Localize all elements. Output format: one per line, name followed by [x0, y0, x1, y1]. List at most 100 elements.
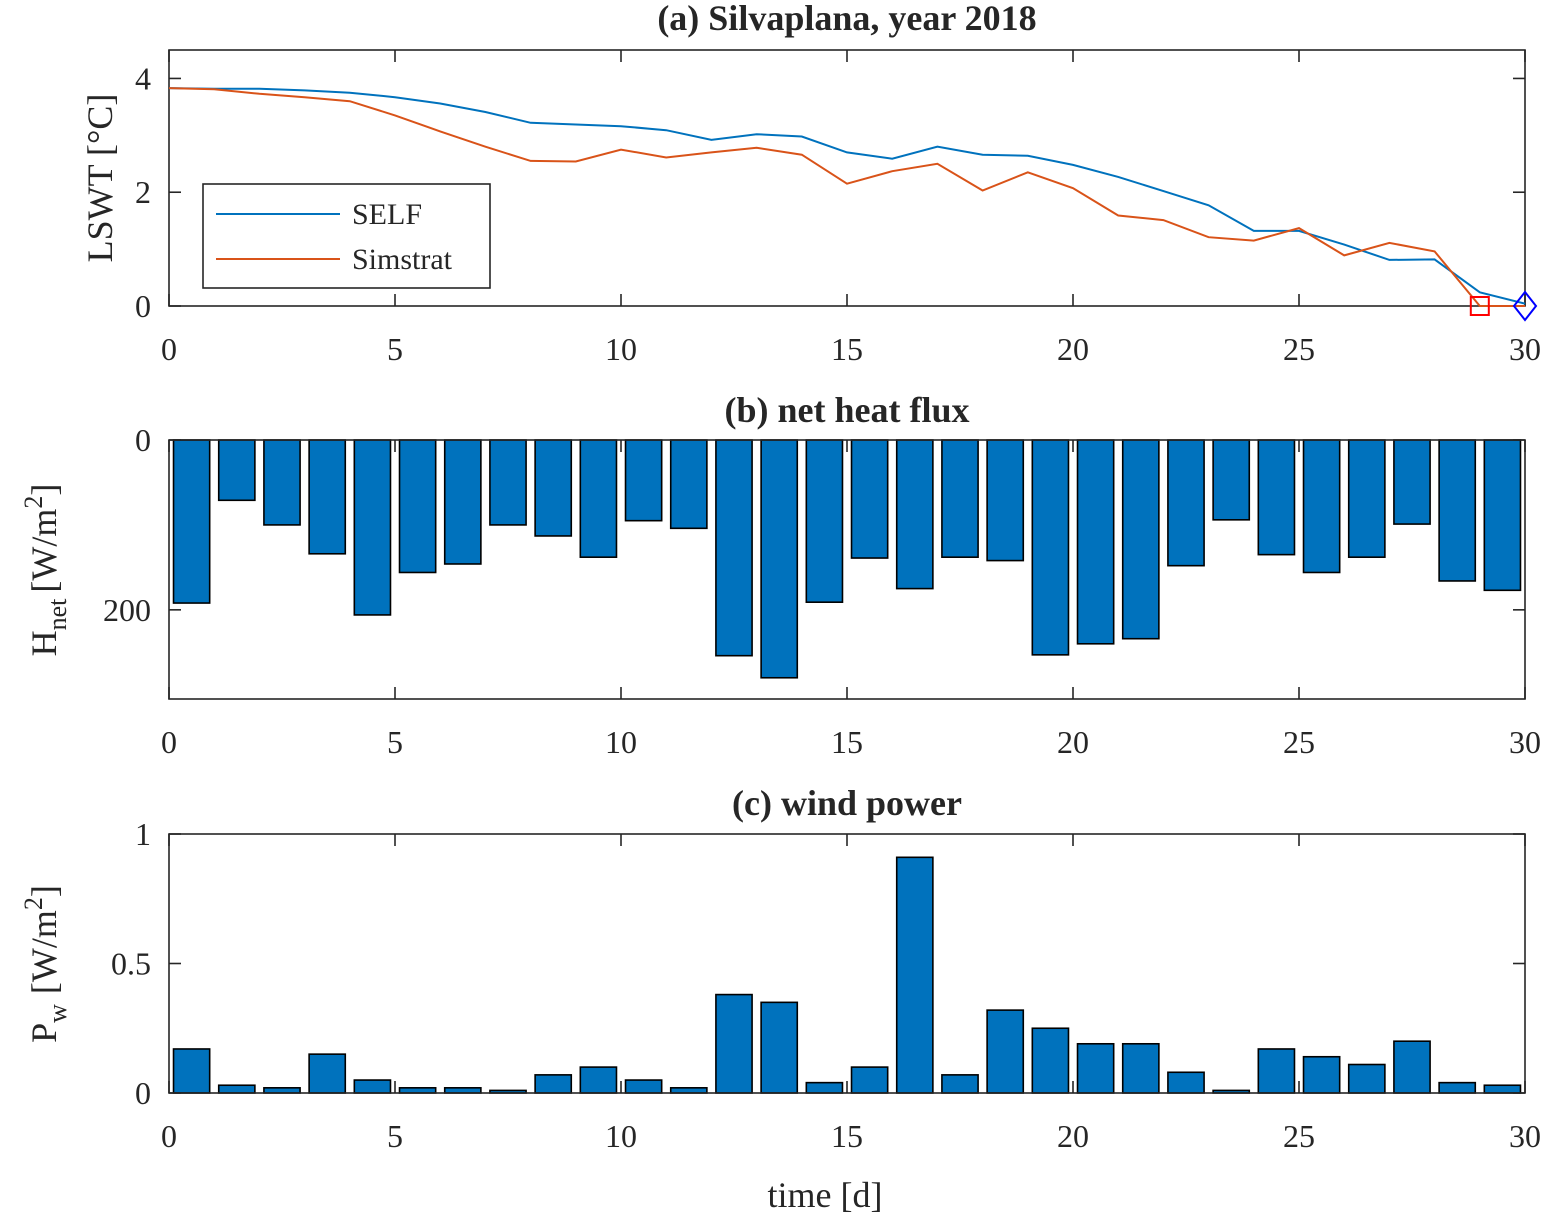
panel-c-ylabel: Pw [W/m2] [19, 885, 72, 1043]
panel-c-xlabel: time [d] [768, 1175, 883, 1215]
x-tick-label: 25 [1283, 331, 1315, 367]
x-tick-label: 25 [1283, 724, 1315, 760]
y-tick-label: 0 [135, 1075, 151, 1111]
panel-b: (b) net heat flux 0 5 10 15 20 25 30 0 200 Hnet [… [19, 390, 1541, 760]
bar [308, 1053, 347, 1094]
bar [624, 1079, 663, 1094]
series-line-simstrat [168, 87, 1525, 307]
bar [1438, 439, 1477, 582]
x-tick-label: 10 [605, 331, 637, 367]
y-tick-label: 0 [135, 288, 151, 324]
x-tick-label: 5 [387, 724, 403, 760]
panel-a-ticks: 0 5 10 15 20 25 30 0 2 4 [135, 50, 1541, 367]
bar [1031, 439, 1070, 656]
y-tick-label: 0.5 [111, 946, 151, 982]
bar [534, 439, 573, 537]
bar [1212, 439, 1251, 521]
bar [760, 1001, 799, 1094]
panel-c-ticks: 0 5 10 15 20 25 30 0 0.5 1 [111, 816, 1541, 1154]
bar [850, 1066, 889, 1094]
x-tick-label: 15 [831, 1118, 863, 1154]
x-tick-label: 0 [161, 1118, 177, 1154]
bar [172, 1048, 211, 1094]
panel-c-bars [172, 856, 1522, 1094]
panel-c-ylabel-main: P [24, 1023, 64, 1043]
panel-b-ylabel: Hnet [W/m2] [19, 484, 72, 657]
bar [941, 1074, 979, 1094]
bar [760, 439, 799, 679]
bar [1347, 1063, 1386, 1094]
bar [1483, 439, 1522, 592]
bar [986, 439, 1025, 562]
panel-b-ylabel-end: ] [24, 484, 64, 496]
bar [172, 439, 211, 604]
panel-b-bars [172, 439, 1522, 679]
y-tick-label: 4 [135, 60, 151, 96]
x-tick-label: 5 [387, 1118, 403, 1154]
bar [1438, 1081, 1477, 1094]
bar [805, 439, 844, 603]
y-tick-label: 1 [135, 816, 151, 852]
x-tick-label: 30 [1509, 724, 1541, 760]
series-line-self [168, 87, 1526, 305]
panel-b-ylabel-sub: net [43, 598, 72, 631]
panel-b-ticks: 0 5 10 15 20 25 30 0 200 [103, 422, 1541, 760]
bar [217, 1084, 256, 1094]
x-tick-label: 0 [161, 724, 177, 760]
panel-a-title: (a) Silvaplana, year 2018 [657, 0, 1036, 38]
bar [1167, 439, 1205, 567]
panel-c-title: (c) wind power [732, 783, 962, 823]
bar [1076, 1042, 1115, 1094]
bar [579, 439, 618, 558]
panel-a-ylabel: LSWT [°C] [80, 94, 120, 263]
x-tick-label: 15 [831, 724, 863, 760]
panel-b-ylabel-sup: 2 [19, 496, 48, 509]
bar [986, 1009, 1025, 1094]
bar [579, 1066, 618, 1094]
x-tick-label: 5 [387, 331, 403, 367]
panel-c-ylabel-end: ] [24, 885, 64, 897]
bar [1076, 439, 1115, 645]
marker-diamond [1512, 290, 1538, 322]
bar [1167, 1071, 1205, 1094]
y-tick-label: 200 [103, 592, 151, 628]
marker-square [1469, 296, 1490, 316]
bar [715, 439, 753, 657]
bar [850, 439, 889, 559]
bar [443, 439, 482, 565]
x-tick-label: 30 [1509, 1118, 1541, 1154]
y-tick-label: 0 [135, 422, 151, 458]
bar [1031, 1027, 1070, 1094]
panel-b-ylabel-unit: [W/m [24, 509, 64, 593]
x-tick-label: 30 [1509, 331, 1541, 367]
bar [1121, 1042, 1160, 1094]
bar [669, 439, 708, 530]
panel-a-markers [1469, 290, 1538, 322]
bar [353, 1079, 392, 1094]
bar [217, 439, 256, 502]
bar [1302, 439, 1341, 574]
bar [308, 439, 347, 555]
bar [1393, 1040, 1431, 1094]
panel-b-title: (b) net heat flux [725, 390, 970, 430]
panel-c-ylabel-sub: w [43, 1004, 72, 1023]
legend: SELF Simstrat [202, 183, 491, 289]
legend-box [202, 183, 491, 289]
panel-c-axes-box [168, 833, 1526, 1094]
panel-c-ylabel-sup: 2 [19, 897, 48, 910]
bar [263, 439, 301, 526]
bar [895, 439, 934, 590]
panel-c: (c) wind power 0 5 10 15 20 25 30 0 0.5 1 Pw [W/m2… [19, 783, 1541, 1215]
x-tick-label: 15 [831, 331, 863, 367]
bar [398, 439, 437, 574]
x-tick-label: 0 [161, 331, 177, 367]
legend-entry-self: SELF [352, 198, 422, 231]
bar [805, 1081, 844, 1094]
bar [1302, 1055, 1341, 1094]
panel-b-ylabel-main: H [24, 630, 64, 656]
bar [1257, 439, 1296, 556]
bar [941, 439, 979, 558]
bar [1393, 439, 1431, 525]
y-tick-label: 2 [135, 174, 151, 210]
